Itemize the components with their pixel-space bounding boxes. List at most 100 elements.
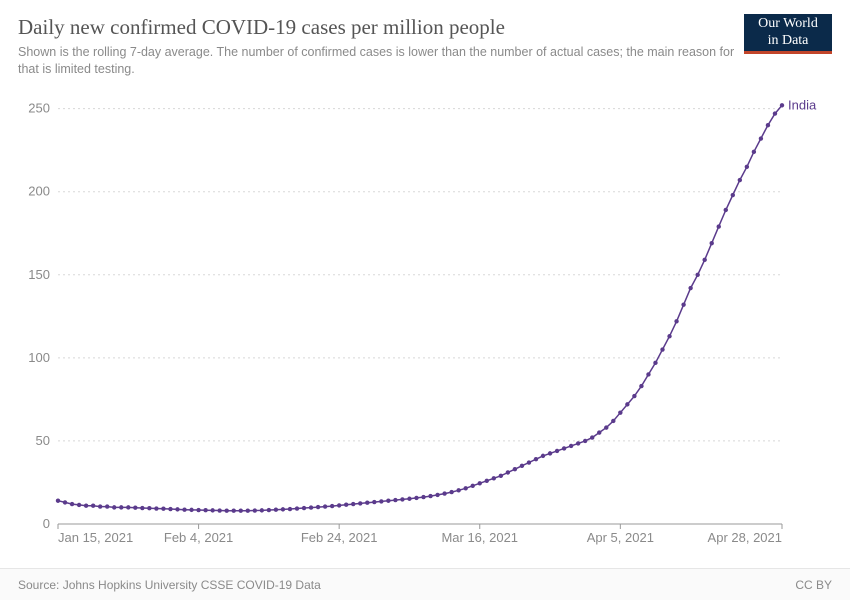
data-point	[471, 484, 475, 488]
data-point	[428, 494, 432, 498]
data-point	[351, 502, 355, 506]
data-point	[98, 504, 102, 508]
x-tick-label: Feb 24, 2021	[301, 530, 378, 545]
data-point	[604, 425, 608, 429]
data-point	[140, 506, 144, 510]
series-label: India	[788, 97, 817, 112]
data-point	[246, 509, 250, 513]
y-tick-label: 200	[28, 184, 50, 199]
data-point	[590, 435, 594, 439]
data-point	[386, 499, 390, 503]
data-point	[288, 507, 292, 511]
data-point	[562, 446, 566, 450]
data-point	[70, 502, 74, 506]
data-point	[520, 464, 524, 468]
data-point	[379, 499, 383, 503]
x-tick-label: Feb 4, 2021	[164, 530, 233, 545]
data-point	[456, 488, 460, 492]
data-point	[260, 508, 264, 512]
data-point	[435, 493, 439, 497]
data-point	[611, 419, 615, 423]
x-tick-label: Apr 28, 2021	[708, 530, 782, 545]
data-point	[168, 507, 172, 511]
data-point	[337, 503, 341, 507]
data-point	[196, 508, 200, 512]
data-point	[154, 506, 158, 510]
line-chart: 050100150200250Jan 15, 2021Feb 4, 2021Fe…	[18, 86, 832, 550]
data-point	[492, 476, 496, 480]
data-point	[463, 486, 467, 490]
data-point	[133, 506, 137, 510]
chart-title: Daily new confirmed COVID-19 cases per m…	[18, 14, 832, 40]
data-point	[365, 501, 369, 505]
y-tick-label: 150	[28, 267, 50, 282]
data-point	[527, 460, 531, 464]
data-point	[759, 136, 763, 140]
chart-header: Daily new confirmed COVID-19 cases per m…	[0, 0, 850, 86]
data-point	[119, 505, 123, 509]
data-point	[330, 504, 334, 508]
data-point	[344, 503, 348, 507]
x-tick-label: Jan 15, 2021	[58, 530, 133, 545]
data-point	[267, 508, 271, 512]
chart-footer: Source: Johns Hopkins University CSSE CO…	[0, 568, 850, 600]
data-point	[316, 505, 320, 509]
data-point	[281, 507, 285, 511]
data-point	[773, 111, 777, 115]
data-point	[210, 508, 214, 512]
data-point	[731, 193, 735, 197]
data-point	[738, 178, 742, 182]
data-point	[717, 224, 721, 228]
y-tick-label: 250	[28, 101, 50, 116]
data-point	[766, 123, 770, 127]
y-tick-label: 0	[43, 516, 50, 531]
data-point	[506, 470, 510, 474]
data-point	[112, 505, 116, 509]
data-point	[752, 150, 756, 154]
data-point	[667, 334, 671, 338]
data-point	[393, 498, 397, 502]
data-point	[442, 491, 446, 495]
data-point	[407, 497, 411, 501]
data-point	[745, 165, 749, 169]
data-point	[548, 451, 552, 455]
data-point	[653, 361, 657, 365]
data-point	[660, 347, 664, 351]
data-point	[232, 509, 236, 513]
data-point	[372, 500, 376, 504]
data-point	[63, 500, 67, 504]
data-point	[478, 481, 482, 485]
data-point	[618, 410, 622, 414]
data-point	[295, 506, 299, 510]
data-point	[147, 506, 151, 510]
data-point	[569, 444, 573, 448]
x-tick-label: Apr 5, 2021	[587, 530, 654, 545]
data-point	[541, 454, 545, 458]
data-point	[217, 508, 221, 512]
data-point	[534, 457, 538, 461]
data-point	[499, 474, 503, 478]
chart-area: 050100150200250Jan 15, 2021Feb 4, 2021Fe…	[18, 86, 832, 550]
data-point	[182, 508, 186, 512]
data-point	[274, 508, 278, 512]
data-point	[597, 430, 601, 434]
data-point	[625, 402, 629, 406]
logo-line-1: Our World	[744, 16, 832, 32]
data-point	[449, 490, 453, 494]
data-point	[724, 208, 728, 212]
data-point	[105, 504, 109, 508]
data-point	[91, 504, 95, 508]
data-point	[513, 467, 517, 471]
data-point	[302, 506, 306, 510]
data-point	[639, 384, 643, 388]
data-point	[323, 504, 327, 508]
data-point	[224, 509, 228, 513]
logo-line-2: in Data	[744, 33, 832, 49]
data-point	[175, 507, 179, 511]
data-point	[358, 501, 362, 505]
data-point	[583, 439, 587, 443]
data-point	[555, 449, 559, 453]
data-point	[688, 286, 692, 290]
data-point	[695, 273, 699, 277]
data-point	[646, 372, 650, 376]
